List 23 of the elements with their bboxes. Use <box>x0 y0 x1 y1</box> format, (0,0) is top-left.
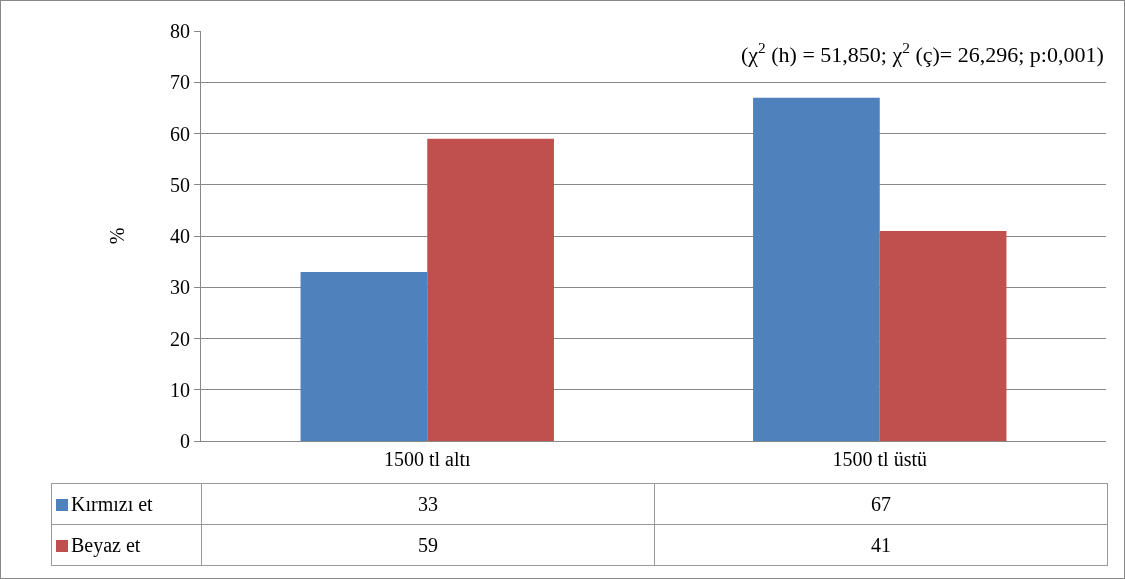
y-tick-label: 50 <box>170 173 190 196</box>
bar <box>879 230 1007 441</box>
x-tick-label: 1500 tl üstü <box>832 448 927 470</box>
bar <box>753 97 880 441</box>
data-label: 33 <box>201 483 655 525</box>
x-tick-label: 1500 tl altı <box>383 448 472 470</box>
y-axis-title: % <box>105 227 128 245</box>
y-tick-label: 30 <box>170 276 190 299</box>
y-tick-label: 0 <box>180 430 190 452</box>
data-label: 59 <box>201 524 655 566</box>
data-label: 41 <box>654 524 1108 566</box>
legend-label: Kırmızı et <box>71 492 153 515</box>
y-tick-label: 80 <box>170 20 190 42</box>
y-tick-label: 40 <box>170 225 190 247</box>
bar <box>427 138 554 441</box>
data-label: 67 <box>654 483 1108 525</box>
y-tick-label: 60 <box>170 122 190 145</box>
legend-label: Beyaz et <box>71 533 141 556</box>
y-tick-label: 10 <box>170 378 190 401</box>
y-tick-label: 20 <box>170 327 190 350</box>
bar <box>300 271 428 441</box>
y-tick-label: 70 <box>170 71 190 94</box>
annotation: (χ$^{2}$ (h) = 51,850; χ$^{2}$ (ç)= 26,296; p:0,001) <box>741 39 1104 68</box>
